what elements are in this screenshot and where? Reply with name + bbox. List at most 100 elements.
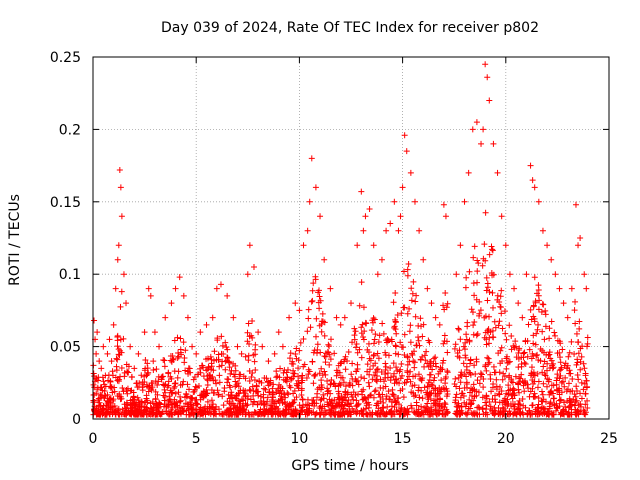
roti-point: [542, 311, 549, 318]
roti-point: [397, 375, 404, 382]
roti-point: [495, 390, 502, 397]
roti-point: [204, 355, 211, 362]
roti-point: [565, 353, 572, 360]
roti-point: [206, 371, 213, 378]
roti-point: [122, 405, 129, 412]
roti-point: [442, 401, 449, 408]
roti-point: [395, 351, 402, 358]
roti-point: [532, 341, 539, 348]
roti-point: [444, 349, 451, 356]
roti-peak-point: [436, 321, 443, 328]
roti-point: [533, 352, 540, 359]
roti-point: [154, 391, 161, 398]
roti-point: [304, 328, 311, 335]
roti-point: [353, 340, 360, 347]
roti-point: [407, 322, 414, 329]
roti-point: [518, 354, 525, 361]
roti-peak-point: [184, 314, 191, 321]
roti-point: [167, 398, 174, 405]
roti-point: [397, 387, 404, 394]
roti-point: [165, 370, 172, 377]
roti-point: [369, 376, 376, 383]
roti-point: [503, 365, 510, 372]
roti-point: [391, 323, 398, 330]
roti-point: [574, 356, 581, 363]
roti-peak-point: [453, 271, 460, 278]
roti-point: [148, 380, 155, 387]
roti-point: [94, 411, 101, 418]
roti-point: [531, 274, 538, 281]
roti-point: [153, 366, 160, 373]
roti-point: [419, 333, 426, 340]
roti-point: [527, 388, 534, 395]
roti-point: [575, 411, 582, 418]
roti-peak-point: [189, 343, 196, 350]
roti-peak-point: [348, 300, 354, 307]
roti-point: [400, 394, 407, 401]
roti-peak-point: [341, 314, 348, 321]
roti-point: [391, 397, 398, 404]
roti-point: [516, 389, 523, 396]
roti-point: [497, 304, 504, 311]
roti-peak-point: [531, 184, 538, 191]
roti-point: [362, 396, 369, 403]
roti-point: [542, 307, 549, 314]
roti-point: [228, 401, 235, 408]
roti-point: [349, 339, 356, 346]
roti-point: [219, 342, 226, 349]
roti-point: [492, 399, 499, 406]
roti-point: [454, 411, 461, 418]
roti-peak-point: [401, 132, 408, 139]
roti-peak-point: [473, 119, 480, 126]
roti-peak-point: [162, 314, 169, 321]
roti-point: [170, 356, 177, 363]
roti-point: [499, 325, 506, 332]
roti-point: [471, 292, 478, 299]
roti-point: [135, 383, 142, 390]
roti-point: [462, 410, 469, 417]
roti-point: [364, 361, 371, 368]
roti-point: [152, 395, 159, 402]
roti-peak-point: [333, 314, 340, 321]
roti-point: [312, 333, 319, 340]
roti-point: [227, 370, 234, 377]
roti-point: [463, 381, 470, 388]
roti-point: [507, 386, 514, 393]
roti-point: [390, 299, 397, 306]
roti-peak-point: [120, 271, 127, 278]
roti-point: [388, 338, 395, 345]
roti-point: [229, 395, 236, 402]
roti-point: [426, 392, 433, 399]
roti-point: [388, 408, 395, 415]
roti-point: [407, 339, 414, 346]
roti-point: [261, 385, 268, 392]
roti-point: [352, 392, 359, 399]
chart-title: Day 039 of 2024, Rate Of TEC Index for r…: [161, 20, 539, 36]
roti-point: [404, 405, 411, 412]
roti-point: [390, 360, 397, 367]
roti-point: [476, 411, 483, 418]
roti-point: [370, 315, 377, 322]
roti-point: [171, 383, 178, 390]
roti-peak-point: [255, 329, 262, 336]
x-axis-label: GPS time / hours: [291, 458, 408, 474]
roti-point: [581, 410, 588, 417]
roti-point: [210, 357, 217, 364]
roti-point: [180, 378, 187, 385]
roti-point: [220, 402, 227, 409]
roti-point: [385, 352, 392, 359]
roti-point: [486, 251, 493, 258]
roti-point: [216, 372, 223, 379]
roti-point: [114, 356, 121, 363]
roti-point: [533, 330, 540, 337]
roti-point: [366, 355, 373, 362]
roti-point: [472, 371, 479, 378]
roti-peak-point: [176, 274, 183, 281]
roti-point: [534, 351, 541, 358]
data-points: [90, 61, 591, 418]
roti-point: [311, 372, 318, 379]
roti-point: [515, 350, 522, 357]
roti-point: [482, 399, 489, 406]
roti-point: [356, 302, 363, 309]
roti-point: [362, 405, 369, 412]
